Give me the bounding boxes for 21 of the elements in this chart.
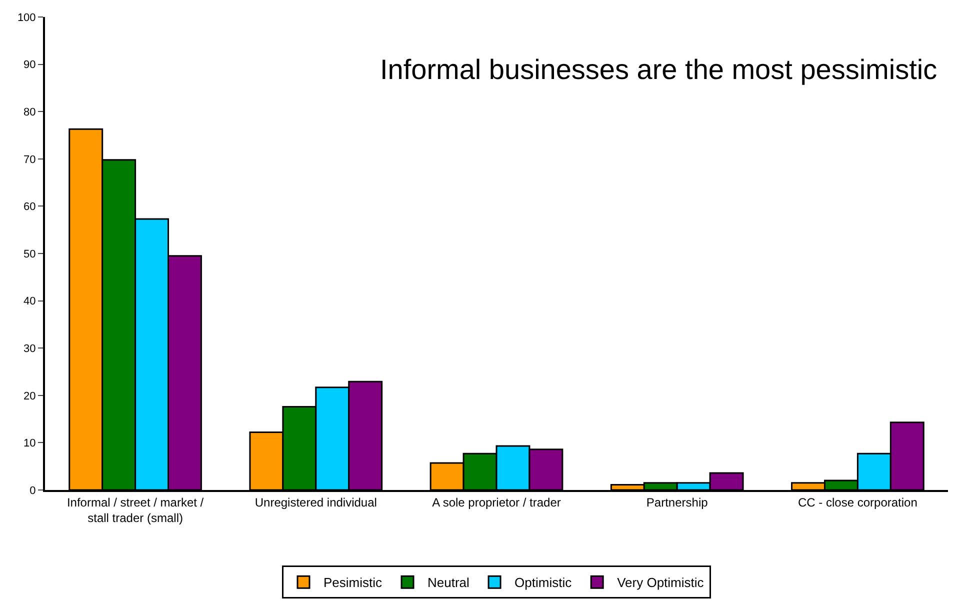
y-tick-label: 0 <box>30 484 36 497</box>
y-tick-label: 10 <box>24 438 36 450</box>
x-tick-label: Partnership <box>646 495 708 510</box>
x-tick-label: CC - close corporation <box>798 495 918 510</box>
x-tick-label: A sole proprietor / trader <box>432 495 561 510</box>
y-tick-label: 90 <box>24 59 36 72</box>
text: Informal businesses are the most pessimistic <box>380 54 938 85</box>
legend-label: Pesimistic <box>324 575 383 590</box>
legend-label: Neutral <box>428 575 470 590</box>
x-tick-label: Informal / street / market / stall trader (small) <box>66 495 204 525</box>
y-tick-label: 40 <box>24 296 36 308</box>
y-tick-label: 80 <box>24 106 36 118</box>
x-tick-label: Unregistered individual <box>254 495 377 510</box>
y-tick-label: 100 <box>17 12 36 24</box>
y-tick-label: 50 <box>24 248 36 260</box>
y-tick-label: 60 <box>24 201 36 214</box>
legend-label: Optimistic <box>514 575 572 590</box>
y-tick-label: 70 <box>24 154 36 166</box>
y-tick-label: 30 <box>24 342 36 355</box>
y-tick-label: 20 <box>24 390 36 402</box>
legend-label: Very Optimistic <box>617 575 704 590</box>
